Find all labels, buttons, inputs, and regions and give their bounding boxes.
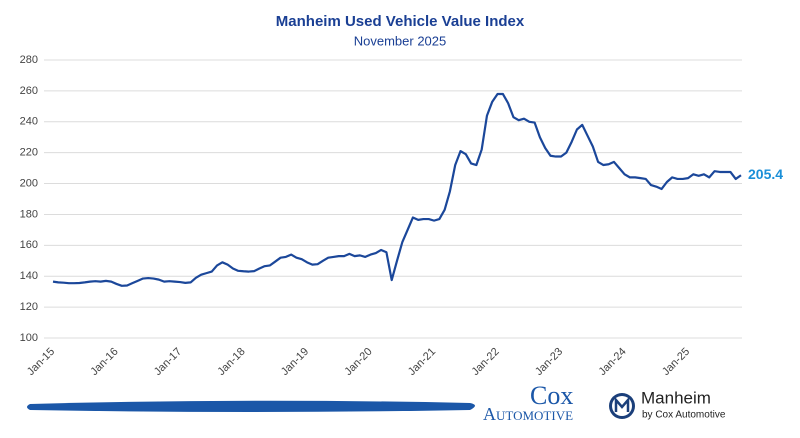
y-tick-label: 100 <box>20 332 38 344</box>
x-tick-label: Jan-15 <box>25 346 57 378</box>
x-tick-label: Jan-24 <box>596 346 628 378</box>
x-tick-label: Jan-20 <box>342 346 374 378</box>
x-tick-label: Jan-16 <box>88 346 120 378</box>
y-tick-label: 280 <box>20 54 38 66</box>
series-line <box>52 92 742 287</box>
y-tick-label: 160 <box>20 239 38 251</box>
y-tick-label: 180 <box>20 208 38 220</box>
end-value-label: 205.4 <box>748 166 783 182</box>
y-tick-label: 260 <box>20 85 38 97</box>
manheim-tagline: by Cox Automotive <box>642 410 726 421</box>
x-tick-label: Jan-23 <box>533 346 565 378</box>
cox-logo: Cox <box>530 381 573 410</box>
y-tick-label: 120 <box>20 301 38 313</box>
x-tick-label: Jan-25 <box>660 346 692 378</box>
manheim-logo: Manheim <box>641 388 711 407</box>
y-tick-label: 200 <box>20 177 38 189</box>
automotive-logo: Automotive <box>483 404 573 424</box>
brush-stroke <box>27 400 475 412</box>
y-tick-label: 240 <box>20 116 38 128</box>
x-tick-label: Jan-21 <box>406 346 438 378</box>
y-tick-label: 220 <box>20 147 38 159</box>
y-tick-label: 140 <box>20 270 38 282</box>
x-tick-label: Jan-22 <box>469 346 501 378</box>
chart-subtitle: November 2025 <box>354 33 447 48</box>
x-tick-label: Jan-18 <box>215 346 247 378</box>
plot-area: 100 120 140 160 180 200 220 240 260 280 Jan-15 Jan-… <box>20 54 784 378</box>
chart-title: Manheim Used Vehicle Value Index <box>276 13 525 30</box>
manheim-icon-m <box>614 396 630 412</box>
x-tick-label: Jan-19 <box>279 346 311 378</box>
x-tick-label: Jan-17 <box>152 346 184 378</box>
